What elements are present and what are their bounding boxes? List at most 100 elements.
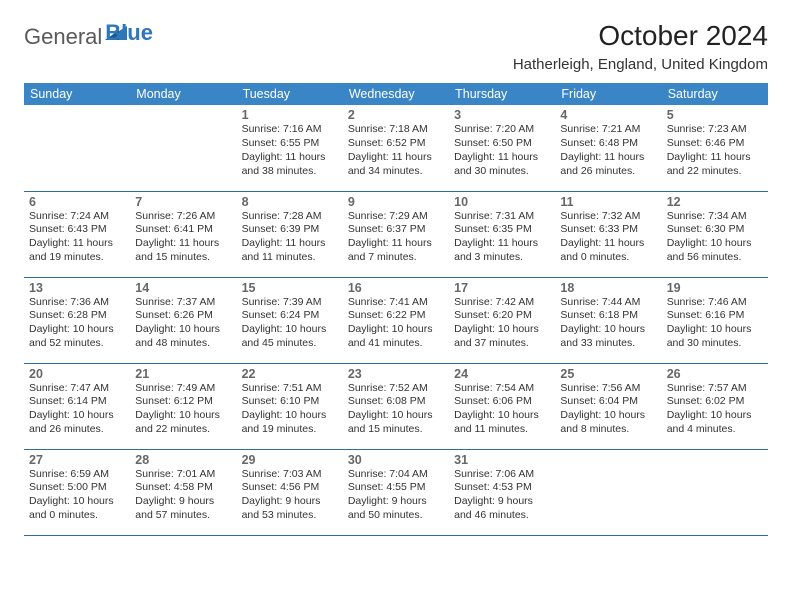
month-title: October 2024 <box>513 20 768 52</box>
day-number: 21 <box>135 367 231 381</box>
daylight-text: Daylight: 11 hours and 22 minutes. <box>667 151 763 179</box>
sunset-text: Sunset: 6:48 PM <box>560 137 656 151</box>
day-cell: 22Sunrise: 7:51 AMSunset: 6:10 PMDayligh… <box>237 363 343 449</box>
sunset-text: Sunset: 4:55 PM <box>348 481 444 495</box>
day-cell <box>662 449 768 535</box>
title-block: October 2024 Hatherleigh, England, Unite… <box>513 20 768 73</box>
day-number: 12 <box>667 195 763 209</box>
day-number: 16 <box>348 281 444 295</box>
day-cell: 21Sunrise: 7:49 AMSunset: 6:12 PMDayligh… <box>130 363 236 449</box>
sunrise-text: Sunrise: 7:24 AM <box>29 210 125 224</box>
day-cell: 24Sunrise: 7:54 AMSunset: 6:06 PMDayligh… <box>449 363 555 449</box>
sunset-text: Sunset: 6:08 PM <box>348 395 444 409</box>
sunset-text: Sunset: 6:28 PM <box>29 309 125 323</box>
daylight-text: Daylight: 10 hours and 37 minutes. <box>454 323 550 351</box>
sunset-text: Sunset: 6:39 PM <box>242 223 338 237</box>
sunset-text: Sunset: 6:52 PM <box>348 137 444 151</box>
sunset-text: Sunset: 6:24 PM <box>242 309 338 323</box>
day-cell: 16Sunrise: 7:41 AMSunset: 6:22 PMDayligh… <box>343 277 449 363</box>
daylight-text: Daylight: 11 hours and 11 minutes. <box>242 237 338 265</box>
sunset-text: Sunset: 6:41 PM <box>135 223 231 237</box>
day-number: 31 <box>454 453 550 467</box>
brand-logo: General Blue <box>24 20 175 54</box>
day-cell: 13Sunrise: 7:36 AMSunset: 6:28 PMDayligh… <box>24 277 130 363</box>
sunset-text: Sunset: 6:18 PM <box>560 309 656 323</box>
calendar-page: General Blue October 2024 Hatherleigh, E… <box>0 0 792 556</box>
day-number: 1 <box>242 108 338 122</box>
day-cell: 19Sunrise: 7:46 AMSunset: 6:16 PMDayligh… <box>662 277 768 363</box>
day-cell: 3Sunrise: 7:20 AMSunset: 6:50 PMDaylight… <box>449 105 555 191</box>
sunrise-text: Sunrise: 7:42 AM <box>454 296 550 310</box>
sunrise-text: Sunrise: 7:52 AM <box>348 382 444 396</box>
sunrise-text: Sunrise: 7:49 AM <box>135 382 231 396</box>
daylight-text: Daylight: 11 hours and 30 minutes. <box>454 151 550 179</box>
daylight-text: Daylight: 10 hours and 15 minutes. <box>348 409 444 437</box>
day-cell: 10Sunrise: 7:31 AMSunset: 6:35 PMDayligh… <box>449 191 555 277</box>
day-number: 28 <box>135 453 231 467</box>
day-number: 17 <box>454 281 550 295</box>
daylight-text: Daylight: 9 hours and 46 minutes. <box>454 495 550 523</box>
day-cell: 30Sunrise: 7:04 AMSunset: 4:55 PMDayligh… <box>343 449 449 535</box>
sunrise-text: Sunrise: 7:32 AM <box>560 210 656 224</box>
logo-text-blue: Blue <box>105 20 153 46</box>
daylight-text: Daylight: 10 hours and 56 minutes. <box>667 237 763 265</box>
dayhead-sunday: Sunday <box>24 83 130 105</box>
day-number: 9 <box>348 195 444 209</box>
day-number: 15 <box>242 281 338 295</box>
daylight-text: Daylight: 11 hours and 26 minutes. <box>560 151 656 179</box>
sunset-text: Sunset: 6:02 PM <box>667 395 763 409</box>
sunrise-text: Sunrise: 7:44 AM <box>560 296 656 310</box>
calendar-table: Sunday Monday Tuesday Wednesday Thursday… <box>24 83 768 536</box>
daylight-text: Daylight: 11 hours and 34 minutes. <box>348 151 444 179</box>
day-cell: 7Sunrise: 7:26 AMSunset: 6:41 PMDaylight… <box>130 191 236 277</box>
sunset-text: Sunset: 6:37 PM <box>348 223 444 237</box>
daylight-text: Daylight: 9 hours and 57 minutes. <box>135 495 231 523</box>
day-number: 2 <box>348 108 444 122</box>
sunrise-text: Sunrise: 7:37 AM <box>135 296 231 310</box>
sunrise-text: Sunrise: 6:59 AM <box>29 468 125 482</box>
daylight-text: Daylight: 10 hours and 41 minutes. <box>348 323 444 351</box>
sunset-text: Sunset: 6:10 PM <box>242 395 338 409</box>
day-cell: 28Sunrise: 7:01 AMSunset: 4:58 PMDayligh… <box>130 449 236 535</box>
sunrise-text: Sunrise: 7:57 AM <box>667 382 763 396</box>
daylight-text: Daylight: 10 hours and 30 minutes. <box>667 323 763 351</box>
daylight-text: Daylight: 10 hours and 8 minutes. <box>560 409 656 437</box>
day-number: 18 <box>560 281 656 295</box>
day-number: 7 <box>135 195 231 209</box>
day-cell: 12Sunrise: 7:34 AMSunset: 6:30 PMDayligh… <box>662 191 768 277</box>
day-cell <box>24 105 130 191</box>
day-cell: 26Sunrise: 7:57 AMSunset: 6:02 PMDayligh… <box>662 363 768 449</box>
sunset-text: Sunset: 6:55 PM <box>242 137 338 151</box>
daylight-text: Daylight: 10 hours and 48 minutes. <box>135 323 231 351</box>
sunset-text: Sunset: 6:46 PM <box>667 137 763 151</box>
day-number: 30 <box>348 453 444 467</box>
sunset-text: Sunset: 6:14 PM <box>29 395 125 409</box>
sunrise-text: Sunrise: 7:23 AM <box>667 123 763 137</box>
day-cell: 15Sunrise: 7:39 AMSunset: 6:24 PMDayligh… <box>237 277 343 363</box>
sunrise-text: Sunrise: 7:26 AM <box>135 210 231 224</box>
daylight-text: Daylight: 11 hours and 19 minutes. <box>29 237 125 265</box>
daylight-text: Daylight: 10 hours and 45 minutes. <box>242 323 338 351</box>
dayhead-friday: Friday <box>555 83 661 105</box>
week-row: 13Sunrise: 7:36 AMSunset: 6:28 PMDayligh… <box>24 277 768 363</box>
daylight-text: Daylight: 10 hours and 19 minutes. <box>242 409 338 437</box>
sunrise-text: Sunrise: 7:01 AM <box>135 468 231 482</box>
logo-text-general: General <box>24 24 102 50</box>
daylight-text: Daylight: 9 hours and 50 minutes. <box>348 495 444 523</box>
day-number: 26 <box>667 367 763 381</box>
day-number: 3 <box>454 108 550 122</box>
day-number: 14 <box>135 281 231 295</box>
sunset-text: Sunset: 6:30 PM <box>667 223 763 237</box>
sunrise-text: Sunrise: 7:21 AM <box>560 123 656 137</box>
daylight-text: Daylight: 10 hours and 26 minutes. <box>29 409 125 437</box>
sunset-text: Sunset: 6:26 PM <box>135 309 231 323</box>
day-cell: 2Sunrise: 7:18 AMSunset: 6:52 PMDaylight… <box>343 105 449 191</box>
day-number: 5 <box>667 108 763 122</box>
day-header-row: Sunday Monday Tuesday Wednesday Thursday… <box>24 83 768 105</box>
sunrise-text: Sunrise: 7:18 AM <box>348 123 444 137</box>
week-row: 1Sunrise: 7:16 AMSunset: 6:55 PMDaylight… <box>24 105 768 191</box>
sunset-text: Sunset: 6:33 PM <box>560 223 656 237</box>
sunrise-text: Sunrise: 7:54 AM <box>454 382 550 396</box>
day-cell: 11Sunrise: 7:32 AMSunset: 6:33 PMDayligh… <box>555 191 661 277</box>
week-row: 20Sunrise: 7:47 AMSunset: 6:14 PMDayligh… <box>24 363 768 449</box>
